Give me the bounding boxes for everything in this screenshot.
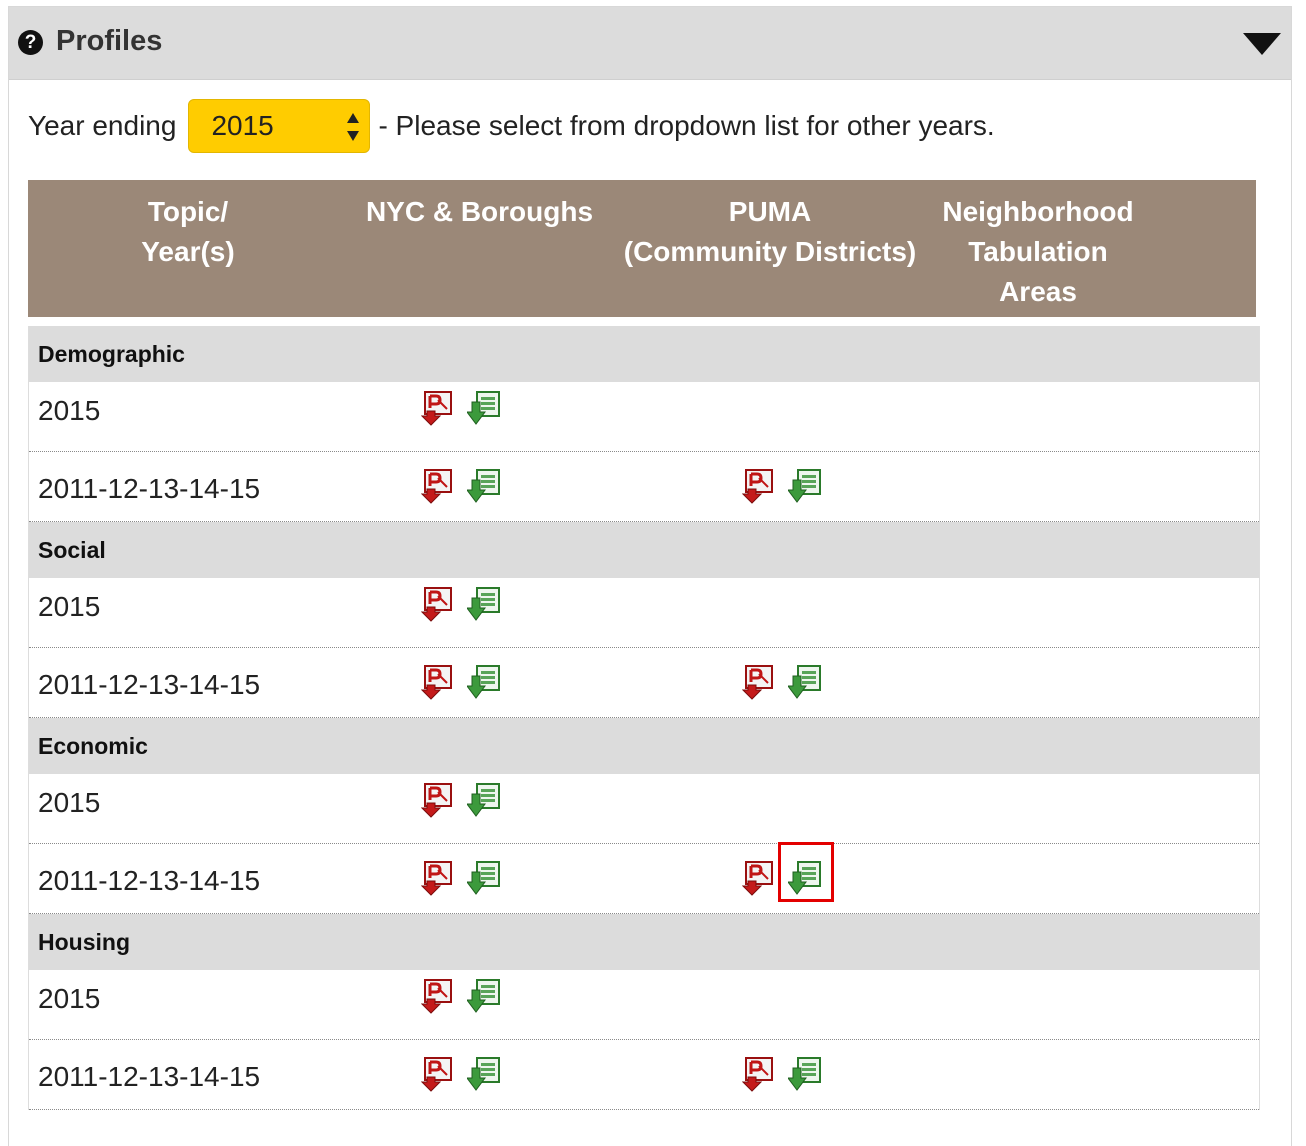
nyc-download-links <box>421 664 513 702</box>
header-puma: PUMA (Community Districts) <box>623 196 917 267</box>
excel-download-icon[interactable] <box>778 842 834 902</box>
group-row-demographic: Demographic <box>29 326 1259 382</box>
excel-download-icon[interactable] <box>467 390 501 426</box>
table-row: 2011-12-13-14-15 <box>29 842 1259 914</box>
table-row: 2015 <box>29 382 1259 452</box>
excel-download-icon[interactable] <box>788 664 822 700</box>
help-icon[interactable]: ? <box>18 30 43 55</box>
nyc-download-links <box>421 468 513 506</box>
table-row: 2011-12-13-14-15 <box>29 1040 1259 1110</box>
row-label: 2011-12-13-14-15 <box>38 669 261 700</box>
excel-download-icon[interactable] <box>467 586 501 622</box>
updown-arrows-icon <box>347 113 360 141</box>
pdf-download-icon[interactable] <box>421 782 455 818</box>
excel-download-icon[interactable] <box>467 664 501 700</box>
pdf-download-icon[interactable] <box>742 468 776 504</box>
pdf-download-icon[interactable] <box>421 860 455 896</box>
puma-download-links <box>742 842 834 902</box>
table-row: 2011-12-13-14-15 <box>29 452 1259 522</box>
table-body: Demographic 2015 2011-12-13-14-15 Social 201… <box>28 326 1260 1110</box>
excel-download-icon[interactable] <box>788 468 822 504</box>
panel-title: Profiles <box>56 25 163 57</box>
group-row-housing: Housing <box>29 914 1259 970</box>
excel-download-icon[interactable] <box>467 1056 501 1092</box>
excel-download-icon[interactable] <box>467 860 501 896</box>
year-selector-row: Year ending 2015 - Please select from dr… <box>28 98 995 154</box>
nyc-download-links <box>421 978 513 1016</box>
year-label: Year ending <box>28 110 177 141</box>
header-topic-years: Topic/ Year(s) <box>141 196 235 267</box>
collapse-triangle-icon[interactable] <box>1243 33 1281 55</box>
excel-download-icon[interactable] <box>788 1056 822 1092</box>
pdf-download-icon[interactable] <box>742 860 776 896</box>
pdf-download-icon[interactable] <box>421 390 455 426</box>
row-label: 2015 <box>38 395 101 426</box>
pdf-download-icon[interactable] <box>421 664 455 700</box>
pdf-download-icon[interactable] <box>742 664 776 700</box>
pdf-download-icon[interactable] <box>421 1056 455 1092</box>
panel-header[interactable]: ? Profiles <box>9 7 1291 80</box>
nyc-download-links <box>421 860 513 898</box>
excel-download-icon[interactable] <box>467 468 501 504</box>
excel-download-icon[interactable] <box>467 978 501 1014</box>
year-dropdown-value: 2015 <box>211 110 274 141</box>
table-header: Topic/ Year(s) NYC & Boroughs PUMA (Comm… <box>28 180 1256 317</box>
pdf-download-icon[interactable] <box>742 1056 776 1092</box>
table-row: 2015 <box>29 970 1259 1040</box>
year-dropdown[interactable]: 2015 <box>188 99 371 153</box>
nyc-download-links <box>421 782 513 820</box>
header-nta: Neighborhood Tabulation Areas <box>942 196 1134 307</box>
table-row: 2015 <box>29 578 1259 648</box>
pdf-download-icon[interactable] <box>421 978 455 1014</box>
row-label: 2015 <box>38 983 101 1014</box>
row-label: 2015 <box>38 787 101 818</box>
pdf-download-icon[interactable] <box>421 586 455 622</box>
header-nyc-boroughs: NYC & Boroughs <box>365 196 594 227</box>
table-row: 2011-12-13-14-15 <box>29 648 1259 718</box>
row-label: 2011-12-13-14-15 <box>38 865 261 896</box>
year-note: - Please select from dropdown list for o… <box>378 110 995 141</box>
group-row-economic: Economic <box>29 718 1259 774</box>
row-label: 2015 <box>38 591 101 622</box>
pdf-download-icon[interactable] <box>421 468 455 504</box>
row-label: 2011-12-13-14-15 <box>38 1061 261 1092</box>
puma-download-links <box>742 664 834 702</box>
puma-download-links <box>742 468 834 506</box>
nyc-download-links <box>421 390 513 428</box>
excel-download-icon[interactable] <box>467 782 501 818</box>
puma-download-links <box>742 1056 834 1094</box>
row-label: 2011-12-13-14-15 <box>38 473 261 504</box>
nyc-download-links <box>421 586 513 624</box>
table-row: 2015 <box>29 774 1259 844</box>
nyc-download-links <box>421 1056 513 1094</box>
group-row-social: Social <box>29 522 1259 578</box>
